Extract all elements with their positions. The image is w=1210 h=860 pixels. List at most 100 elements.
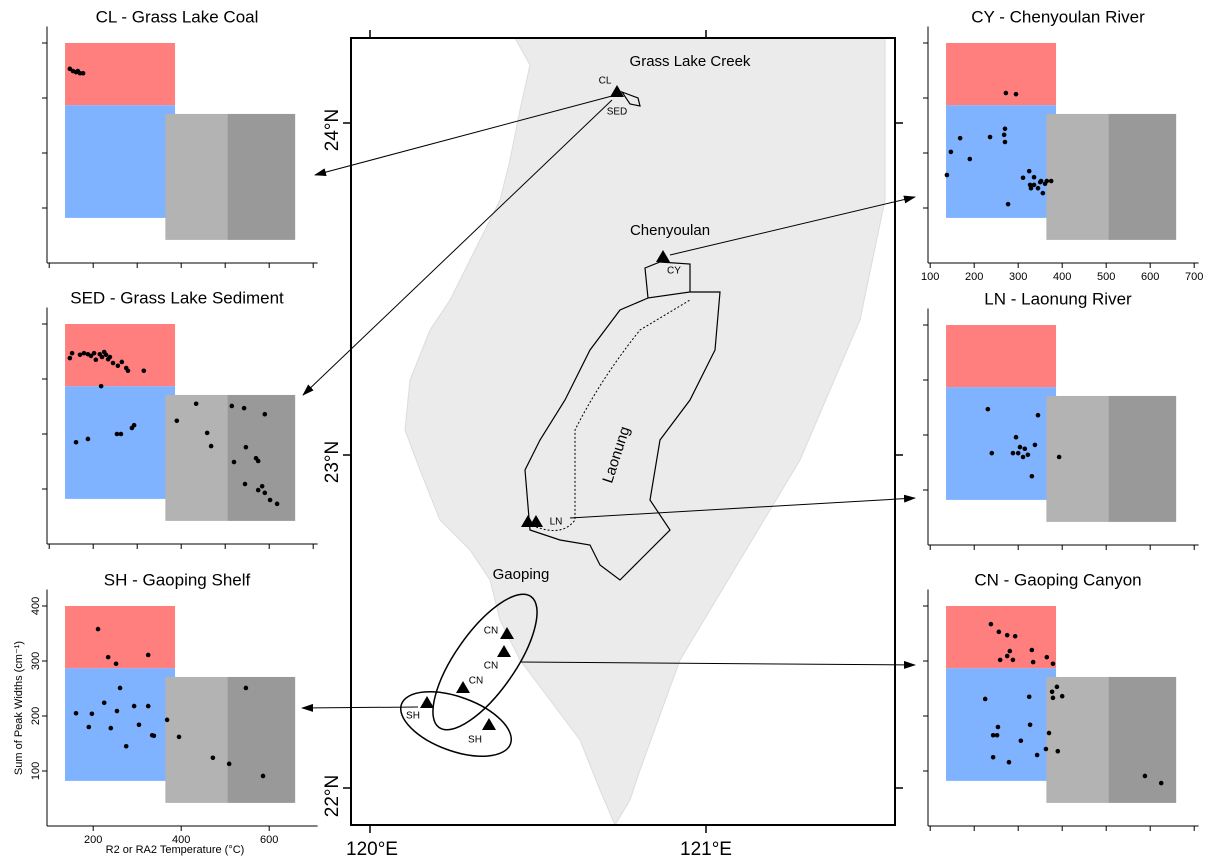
point — [1014, 435, 1019, 440]
point — [102, 701, 107, 706]
point — [116, 364, 121, 369]
point — [958, 136, 963, 141]
point — [1041, 191, 1046, 196]
point — [1004, 91, 1009, 96]
point — [111, 361, 116, 366]
panel-title: CY - Chenyoulan River — [971, 7, 1145, 26]
point — [996, 725, 1001, 730]
point — [1014, 92, 1019, 97]
region — [1108, 114, 1176, 240]
point — [1002, 133, 1007, 138]
point — [1028, 183, 1033, 188]
point — [1011, 451, 1016, 456]
y-tick-label: 100 — [30, 762, 42, 780]
figure: 24°N 23°N 22°N 120°E 121°E Grass Lake Cr… — [0, 0, 1210, 860]
panel: LN - Laonung River — [923, 289, 1199, 550]
point — [275, 502, 280, 507]
point — [74, 711, 79, 716]
x-axis-label: R2 or RA2 Temperature (°C) — [106, 844, 245, 856]
point — [1050, 690, 1055, 695]
point — [1016, 451, 1021, 456]
point — [194, 401, 199, 406]
y-tick-label: 300 — [30, 652, 42, 670]
point — [175, 419, 180, 424]
point — [968, 157, 973, 162]
point — [78, 353, 83, 358]
x-tick-label: 200 — [84, 834, 102, 846]
x-tick-label: 600 — [260, 834, 278, 846]
point — [1005, 633, 1010, 638]
point — [76, 69, 81, 74]
region — [65, 606, 175, 668]
point — [261, 774, 266, 779]
point — [209, 444, 214, 449]
x-tick-label: 100 — [921, 271, 939, 283]
point — [92, 351, 97, 356]
region — [946, 668, 1056, 781]
point — [1019, 738, 1024, 743]
point — [177, 735, 182, 740]
point — [998, 658, 1003, 663]
point — [99, 384, 104, 389]
point — [230, 404, 235, 409]
region — [227, 395, 295, 521]
point — [1044, 747, 1049, 752]
point — [137, 723, 142, 728]
point — [1011, 658, 1016, 663]
point — [991, 733, 996, 738]
x-tick-label: 600 — [1141, 271, 1159, 283]
point — [118, 686, 123, 691]
point — [263, 491, 268, 496]
map-label: Grass Lake Creek — [630, 53, 751, 70]
point — [232, 460, 237, 465]
point — [70, 351, 75, 356]
point — [1060, 694, 1065, 699]
point — [986, 407, 991, 412]
lat-label: 24°N — [322, 109, 343, 151]
point — [1027, 694, 1032, 699]
panel-title: SED - Grass Lake Sediment — [70, 288, 284, 307]
point — [1035, 753, 1040, 758]
point — [1036, 186, 1041, 191]
map-label: CN — [484, 626, 498, 637]
point — [126, 368, 131, 373]
point — [115, 432, 120, 437]
point — [165, 718, 170, 723]
point — [1021, 175, 1026, 180]
point — [995, 733, 1000, 738]
point — [1013, 634, 1018, 639]
point — [1051, 696, 1056, 701]
region — [227, 677, 295, 803]
map-label: SH — [406, 711, 420, 722]
point — [1055, 685, 1060, 690]
map-label: CY — [667, 266, 681, 277]
map-label: Gaoping — [493, 566, 550, 583]
region — [1046, 677, 1108, 803]
region — [227, 114, 295, 240]
point — [243, 482, 248, 487]
point — [115, 709, 120, 714]
point — [104, 353, 109, 358]
point — [96, 627, 101, 632]
point — [120, 360, 125, 365]
point — [1036, 413, 1041, 418]
lon-label: 121°E — [680, 839, 732, 860]
map-label: CN — [469, 676, 483, 687]
map-label: Chenyoulan — [630, 222, 710, 239]
point — [1003, 140, 1008, 145]
region — [1046, 114, 1108, 240]
lat-label: 22°N — [322, 775, 343, 817]
point — [100, 355, 105, 360]
panel-title: LN - Laonung River — [984, 289, 1132, 308]
point — [1028, 723, 1033, 728]
point — [142, 368, 147, 373]
point — [1047, 731, 1052, 736]
point — [87, 725, 92, 730]
point — [106, 655, 111, 660]
point — [1051, 661, 1056, 666]
x-tick-label: 500 — [1097, 271, 1115, 283]
point — [988, 135, 993, 140]
point — [989, 622, 994, 627]
y-tick-label: 400 — [30, 597, 42, 615]
